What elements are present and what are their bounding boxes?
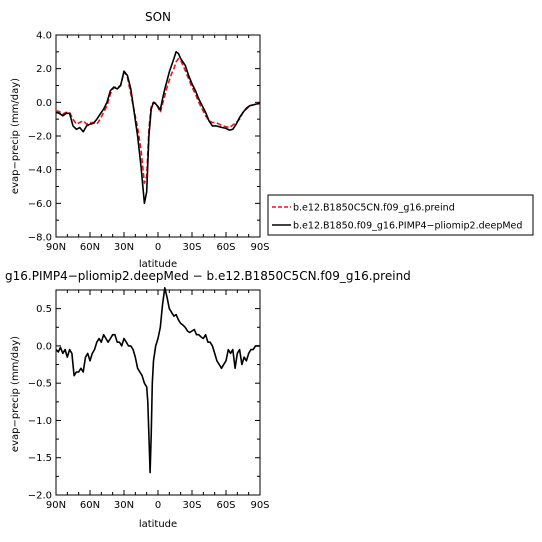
- panel-bottom-x-tick-label: 90S: [250, 500, 269, 511]
- panel-top-x-tick-label: 90S: [250, 242, 269, 253]
- panel-top-series-line-0: [55, 57, 260, 184]
- panel-top-x-tick-label: 60N: [80, 242, 100, 253]
- panel-bottom-x-tick-label: 30N: [114, 500, 134, 511]
- panel-top-y-tick-label: −4.0: [28, 165, 52, 176]
- bottom-y-axis-label: evap−precip (mm/day): [10, 336, 21, 452]
- panel-bottom-y-tick-label: 0.5: [36, 304, 52, 315]
- panel-bottom-y-tick-label: −1.0: [28, 416, 52, 427]
- panel-bottom-x-tick-label: 30S: [182, 500, 201, 511]
- panel-bottom-series-line-0: [55, 287, 260, 474]
- legend-label-preind: b.e12.B1850C5CN.f09_g16.preind: [293, 203, 455, 214]
- panel-top-x-tick-label: 30S: [182, 242, 201, 253]
- panel-top-series-line-1: [55, 51, 261, 205]
- bottom-panel: g16.PIMP4−pliomip2.deepMed − b.e12.B1850…: [5, 269, 411, 530]
- panel-bottom-y-tick-label: −1.5: [28, 453, 52, 464]
- bottom-x-axis-label: latitude: [139, 519, 177, 530]
- panel-bottom-x-tick-label: 0: [155, 500, 161, 511]
- panel-bottom-y-tick-label: −0.5: [28, 379, 52, 390]
- panel-top-x-tick-label: 0: [155, 242, 161, 253]
- top-plot-area: 90N 60N 30N 0 30S 60S 90S 4.0 2.0 0.0 −2.0 −4.0 −6.0…: [28, 31, 270, 254]
- panel-top-frame: [55, 34, 261, 238]
- panel-bottom-x-tick-label: 60S: [216, 500, 235, 511]
- top-title: SON: [145, 10, 171, 24]
- panel-bottom-frame: [55, 289, 261, 496]
- panel-top-y-tick-label: −6.0: [28, 199, 52, 210]
- top-panel: SON 90N 60N 30N 0 30S 60S 90S 4.0 2.0 0.0 −2.0 −4.0…: [10, 10, 270, 270]
- panel-top-x-tick-label: 90N: [46, 242, 66, 253]
- panel-top-y-tick-label: 0.0: [36, 98, 52, 109]
- panel-bottom-y-tick-label: −2.0: [28, 491, 52, 502]
- bottom-plot-area: 90N 60N 30N 0 30S 60S 90S 0.5 0.0 −0.5 −1.0 −1.5 −2.…: [28, 287, 270, 511]
- bottom-title: g16.PIMP4−pliomip2.deepMed − b.e12.B1850…: [5, 269, 411, 283]
- panel-bottom-x-tick-label: 60N: [80, 500, 100, 511]
- top-y-axis-label: evap−precip (mm/day): [10, 78, 21, 194]
- legend-label-deepmed: b.e12.B1850.f09_g16.PIMP4−pliomip2.deepM…: [293, 221, 522, 232]
- panel-top-y-tick-label: −2.0: [28, 132, 52, 143]
- panel-top-y-tick-label: −8.0: [28, 233, 52, 244]
- panel-bottom-y-tick-label: 0.0: [36, 341, 52, 352]
- panel-top-y-tick-label: 2.0: [36, 64, 52, 75]
- panel-bottom-x-tick-label: 90N: [46, 500, 66, 511]
- panel-top-x-tick-label: 60S: [216, 242, 235, 253]
- panel-top-x-tick-label: 30N: [114, 242, 134, 253]
- panel-top-y-tick-label: 4.0: [36, 31, 52, 42]
- top-x-axis-label: latitude: [139, 259, 177, 270]
- legend: b.e12.B1850C5CN.f09_g16.preind b.e12.B18…: [267, 194, 534, 236]
- legend-box: [267, 194, 534, 236]
